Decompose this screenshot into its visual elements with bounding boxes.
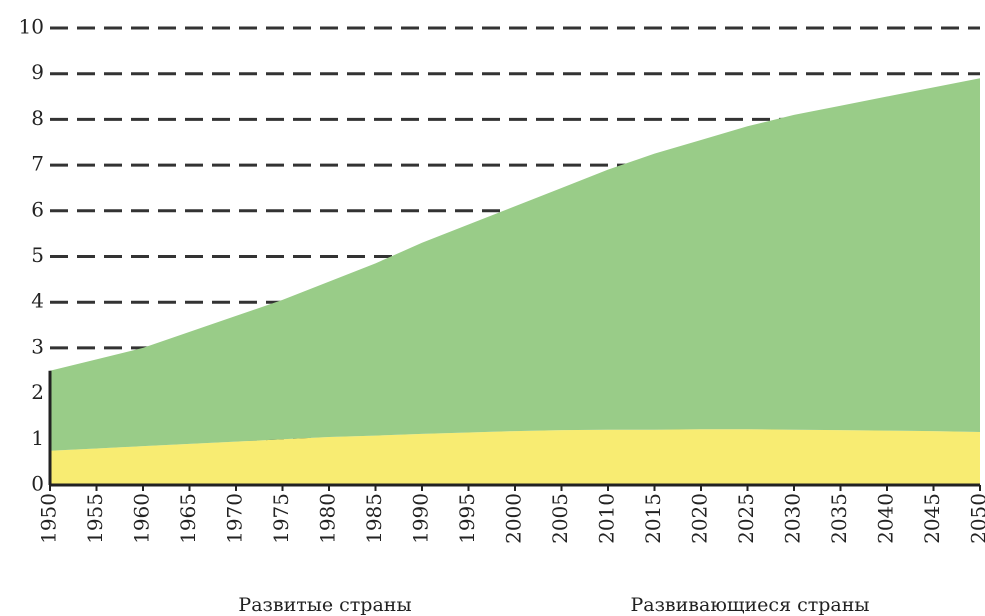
y-tick-label: 3 <box>31 334 44 358</box>
y-tick-label: 2 <box>31 380 44 404</box>
y-tick-label: 9 <box>31 60 44 84</box>
x-tick-label: 2045 <box>920 493 944 544</box>
x-tick-label: 1960 <box>130 493 154 544</box>
x-tick-label: 2040 <box>874 493 898 544</box>
x-tick-label: 2000 <box>502 493 526 544</box>
x-tick-label: 2010 <box>595 493 619 544</box>
x-tick-label: 1950 <box>37 493 61 544</box>
x-tick-label: 1980 <box>316 493 340 544</box>
x-tick-label: 2015 <box>641 493 665 544</box>
y-tick-label: 4 <box>31 289 44 313</box>
y-tick-label: 0 <box>31 472 44 496</box>
x-tick-label: 1985 <box>362 493 386 544</box>
area <box>50 429 980 485</box>
y-tick-label: 7 <box>31 152 44 176</box>
x-tick-label: 1975 <box>269 493 293 544</box>
x-tick-label: 2025 <box>734 493 758 544</box>
x-tick-label: 2030 <box>781 493 805 544</box>
legend-label: Развитые страны <box>238 594 411 616</box>
x-tick-label: 1955 <box>83 493 107 544</box>
y-tick-label: 10 <box>19 15 44 39</box>
area <box>50 78 980 451</box>
x-tick-label: 1965 <box>176 493 200 544</box>
y-tick-label: 8 <box>31 106 44 130</box>
x-tick-label: 1990 <box>409 493 433 544</box>
y-tick-label: 6 <box>31 197 44 221</box>
x-tick-label: 2035 <box>827 493 851 544</box>
x-tick-label: 1970 <box>223 493 247 544</box>
x-tick-label: 1995 <box>455 493 479 544</box>
x-tick-label: 2050 <box>967 493 985 544</box>
x-tick-label: 2020 <box>688 493 712 544</box>
x-tick-label: 2005 <box>548 493 572 544</box>
y-tick-label: 5 <box>31 243 44 267</box>
legend-label: Развивающиеся страны <box>630 594 869 616</box>
y-tick-label: 1 <box>31 426 44 450</box>
